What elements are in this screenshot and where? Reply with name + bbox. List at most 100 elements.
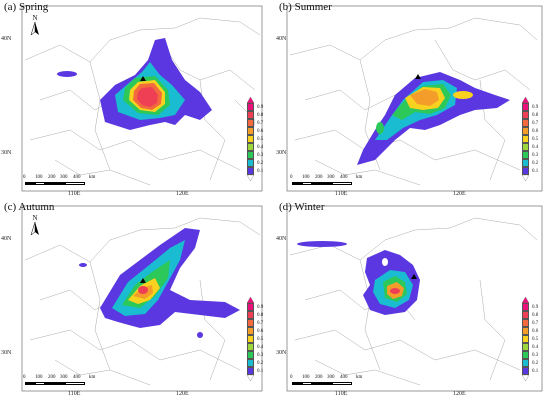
density-autumn <box>79 228 240 338</box>
panel-winter: (d) Winter 40N 30N 110E 120E 0 100 200 3… <box>275 200 550 400</box>
legend-label: 0.8 <box>532 113 539 118</box>
legend-label: 0.8 <box>257 313 264 318</box>
legend-swatch <box>522 359 529 367</box>
north-arrow-icon: N <box>29 15 41 41</box>
legend-label: 0.4 <box>257 345 264 350</box>
scale-bar: 0 100 200 300 400 km <box>23 175 101 187</box>
map-spring <box>21 5 263 192</box>
legend-label: 0.6 <box>532 329 539 334</box>
map-autumn <box>21 205 263 392</box>
lat-label-bottom: 30N <box>276 150 287 156</box>
legend-swatch <box>522 303 529 311</box>
legend-label: 0.6 <box>257 129 264 134</box>
legend-label: 0.7 <box>257 121 264 126</box>
legend-swatch <box>522 327 529 335</box>
legend-label: 0.9 <box>257 305 264 310</box>
legend-swatch <box>247 119 254 127</box>
legend-label: 0.7 <box>257 321 264 326</box>
legend-label: 0.2 <box>532 361 539 366</box>
legend-label: 0.3 <box>257 353 264 358</box>
panel-title: (b) Summer <box>279 1 332 13</box>
legend-min-arrow-icon <box>522 375 529 381</box>
lon-label-right: 120E <box>453 191 466 197</box>
legend-swatch <box>522 335 529 343</box>
lat-label-bottom: 30N <box>1 150 12 156</box>
lat-label-top: 40N <box>276 236 287 242</box>
legend-swatch <box>247 159 254 167</box>
legend-swatch <box>247 103 254 111</box>
legend-swatch <box>247 359 254 367</box>
legend-swatch <box>522 103 529 111</box>
lon-label-right: 120E <box>176 191 189 197</box>
legend-label: 0.4 <box>532 345 539 350</box>
legend-max-arrow-icon <box>522 97 529 103</box>
lat-label-bottom: 30N <box>1 350 12 356</box>
legend-label: 0.5 <box>532 137 539 142</box>
legend-swatch <box>522 127 529 135</box>
legend-swatch <box>247 143 254 151</box>
legend-swatch <box>247 311 254 319</box>
legend: 0.9 0.8 0.7 0.6 0.5 0.4 0.3 0.2 0.1 <box>247 97 271 189</box>
legend-swatch <box>522 319 529 327</box>
panel-title: (c) Autumn <box>4 201 55 213</box>
legend-swatch <box>247 367 254 375</box>
legend-label: 0.3 <box>532 153 539 158</box>
north-arrow-icon: N <box>29 215 41 241</box>
legend-label: 0.2 <box>257 361 264 366</box>
legend-label: 0.7 <box>532 321 539 326</box>
legend-swatch <box>522 111 529 119</box>
legend-swatch <box>522 143 529 151</box>
legend-swatch <box>247 167 254 175</box>
legend-swatch <box>247 111 254 119</box>
lat-label-top: 40N <box>276 36 287 42</box>
panel-spring: (a) Spring 40N 30N 110E 120E N 0 100 200… <box>0 0 275 200</box>
legend-label: 0.8 <box>532 313 539 318</box>
legend-label: 0.3 <box>257 153 264 158</box>
legend-label: 0.3 <box>532 353 539 358</box>
legend-swatch <box>522 351 529 359</box>
legend-swatch <box>522 119 529 127</box>
lat-label-top: 40N <box>1 236 12 242</box>
lon-label-left: 110E <box>68 391 81 397</box>
legend-label: 0.1 <box>257 169 264 174</box>
legend-min-arrow-icon <box>247 175 254 181</box>
legend-swatch <box>247 135 254 143</box>
legend-label: 0.5 <box>257 337 264 342</box>
legend-swatch <box>247 335 254 343</box>
scale-bar: 0 100 200 300 400 km <box>23 375 101 387</box>
panel-summer: (b) Summer 40N 30N 110E 120E 0 100 200 3… <box>275 0 550 200</box>
lat-label-bottom: 30N <box>276 350 287 356</box>
legend-swatch <box>522 167 529 175</box>
legend-max-arrow-icon <box>247 297 254 303</box>
legend-swatch <box>522 159 529 167</box>
legend-swatch <box>247 327 254 335</box>
legend-label: 0.1 <box>257 369 264 374</box>
legend-swatch <box>522 343 529 351</box>
legend-swatch <box>247 127 254 135</box>
legend-min-arrow-icon <box>247 375 254 381</box>
legend-label: 0.8 <box>257 113 264 118</box>
density-summer <box>357 72 510 165</box>
scale-bar: 0 100 200 300 400 km <box>290 375 368 387</box>
legend-label: 0.5 <box>532 337 539 342</box>
density-spring <box>57 38 212 130</box>
lon-label-left: 110E <box>68 191 81 197</box>
panel-title: (a) Spring <box>4 1 49 13</box>
scale-bar: 0 100 200 300 400 km <box>290 175 368 187</box>
legend-swatch <box>522 151 529 159</box>
legend-label: 0.9 <box>532 305 539 310</box>
legend-label: 0.7 <box>532 121 539 126</box>
map-winter <box>286 205 543 392</box>
lon-label-right: 120E <box>453 391 466 397</box>
legend-min-arrow-icon <box>522 175 529 181</box>
legend-swatch <box>247 151 254 159</box>
legend-swatch <box>522 367 529 375</box>
panel-autumn: (c) Autumn 40N 30N 110E 120E N 0 100 200… <box>0 200 275 400</box>
legend-label: 0.9 <box>532 105 539 110</box>
lon-label-left: 110E <box>335 191 348 197</box>
lon-label-left: 110E <box>335 391 348 397</box>
legend: 0.9 0.8 0.7 0.6 0.5 0.4 0.3 0.2 0.1 <box>522 97 546 189</box>
legend: 0.9 0.8 0.7 0.6 0.5 0.4 0.3 0.2 0.1 <box>522 297 546 389</box>
lon-label-right: 120E <box>176 391 189 397</box>
map-summer <box>286 5 543 192</box>
